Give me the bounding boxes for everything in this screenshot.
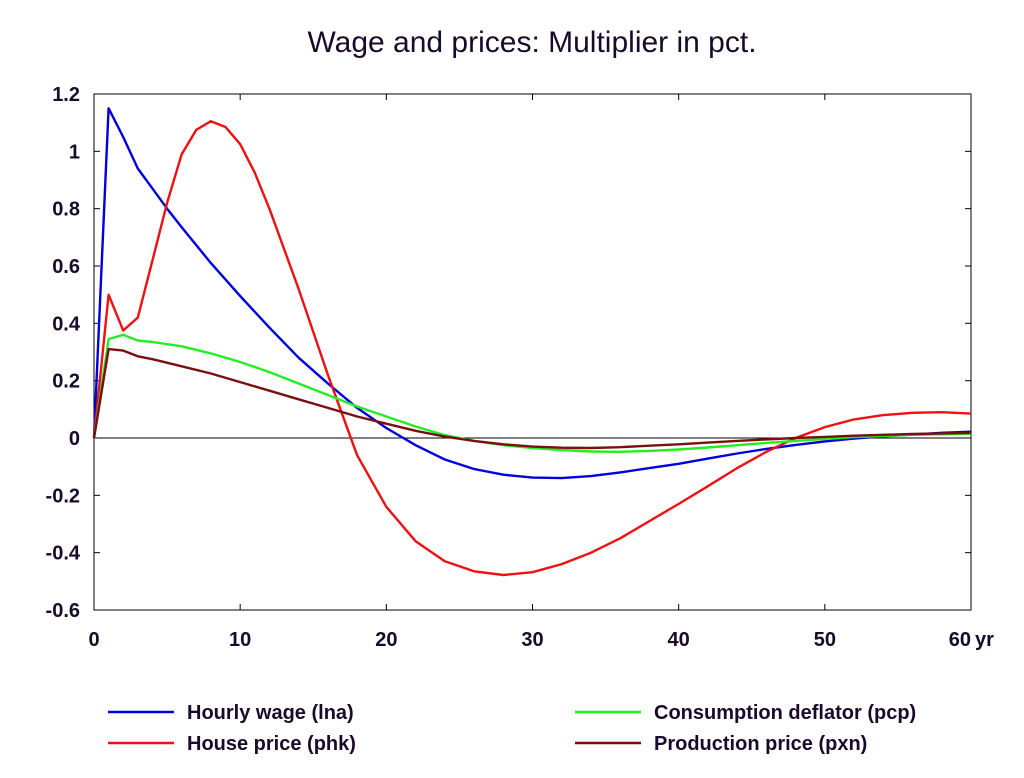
y-tick-label: -0.4 — [46, 543, 81, 565]
chart-title: Wage and prices: Multiplier in pct. — [307, 26, 756, 59]
y-tick-label: -0.2 — [46, 485, 80, 507]
series-line-2 — [92, 333, 972, 453]
legend-label: House price (phk) — [187, 733, 356, 755]
legend-label: Hourly wage (lna) — [187, 702, 354, 724]
series-line-0 — [92, 107, 972, 480]
x-tick-label: 40 — [668, 629, 690, 651]
y-tick-label: 0.4 — [52, 313, 81, 335]
y-tick-label: -0.6 — [46, 600, 80, 622]
y-tick-label: 0.6 — [52, 256, 80, 278]
legend: Hourly wage (lna) House price (phk) Consum… — [108, 702, 916, 755]
series-line-3 — [92, 347, 972, 450]
x-tick-label: 0 — [88, 629, 99, 651]
series-line-1 — [92, 120, 972, 577]
legend-label: Consumption deflator (pcp) — [654, 702, 916, 724]
x-unit-label: yr — [975, 629, 994, 651]
x-ticks: 0 10 20 30 40 50 60 — [88, 94, 972, 651]
y-ticks: 1.2 1 0.8 0.6 0.4 0.2 0 -0.2 -0.4 -0.6 — [46, 84, 971, 622]
legend-label: Production price (pxn) — [654, 733, 867, 755]
y-tick-label: 1.2 — [52, 84, 80, 106]
y-tick-label: 0 — [69, 428, 80, 450]
x-tick-label: 10 — [229, 629, 251, 651]
y-tick-label: 0.8 — [52, 199, 80, 221]
plot-frame — [93, 93, 972, 611]
x-tick-label: 30 — [521, 629, 543, 651]
series-lines — [92, 107, 972, 577]
x-tick-label: 60 — [949, 629, 971, 651]
y-tick-label: 1 — [69, 141, 80, 163]
x-tick-label: 20 — [375, 629, 397, 651]
x-tick-label: 50 — [814, 629, 836, 651]
y-tick-label: 0.2 — [52, 371, 80, 393]
